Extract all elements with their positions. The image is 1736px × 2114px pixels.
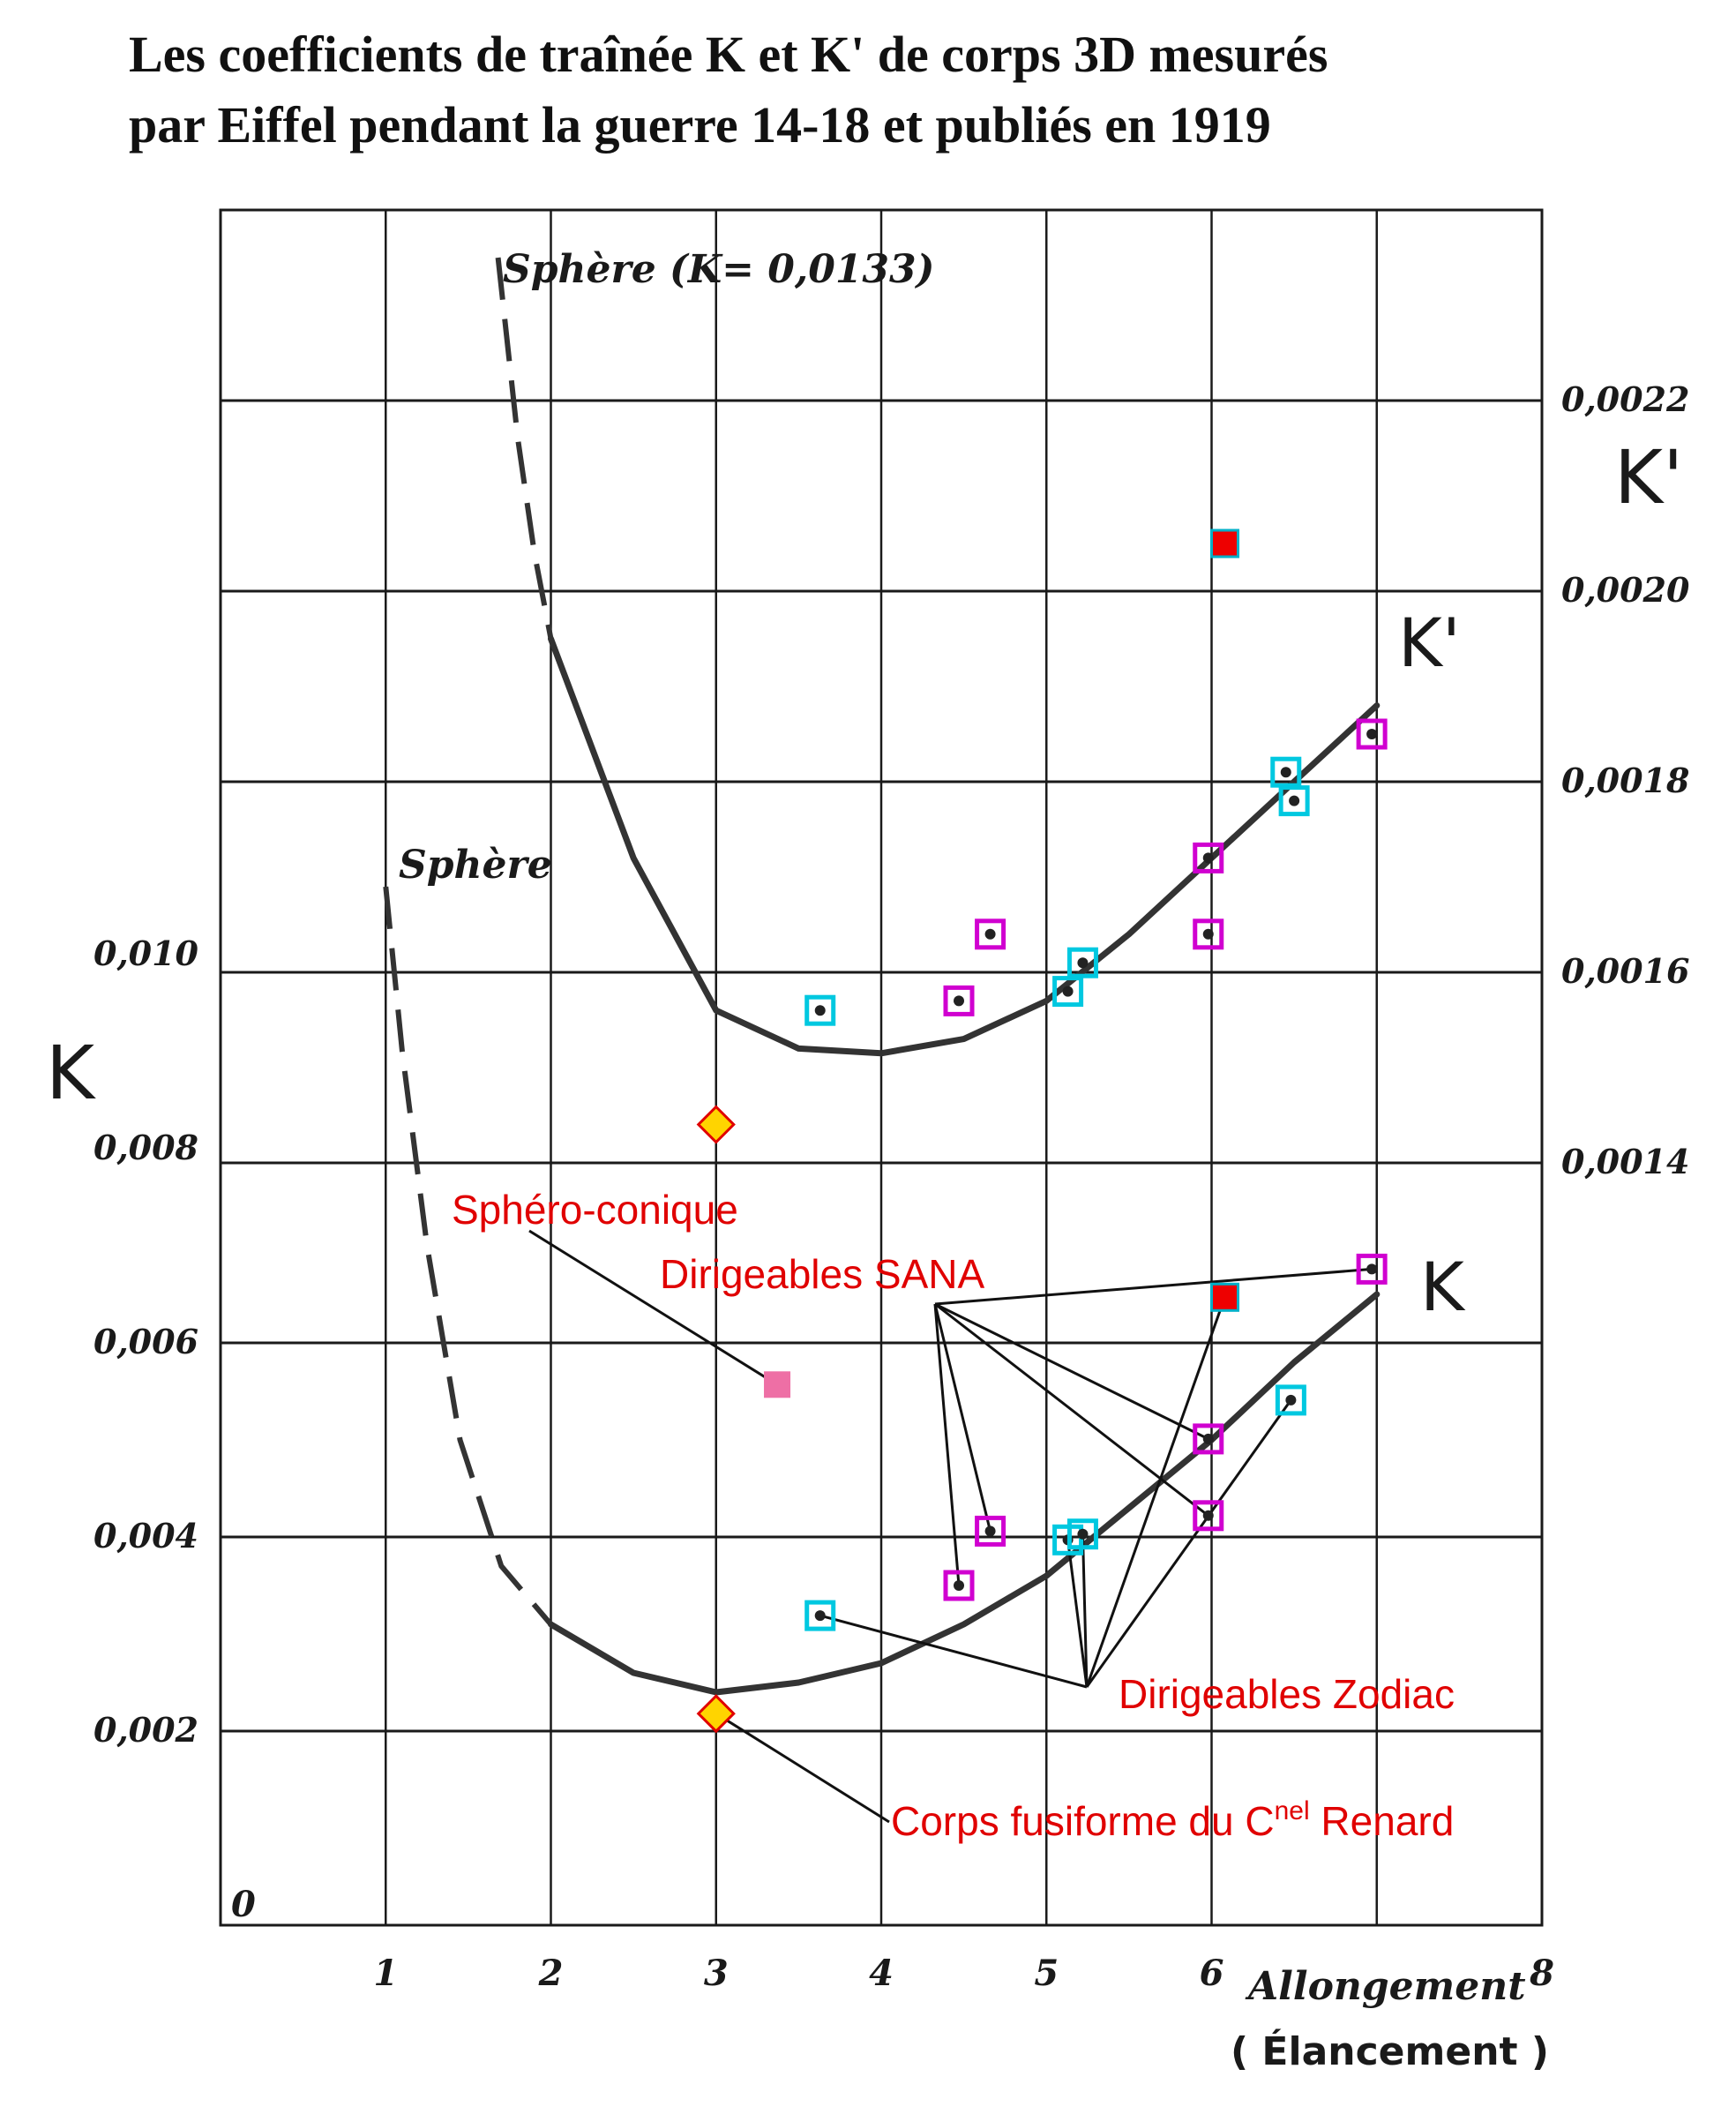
x-axis-ticks: 1 2 3 4 5 6 8 [373,1953,1554,1994]
kprime-curve-label: K' [1398,603,1461,682]
curves [383,257,1381,1696]
marker-dot [1202,852,1214,864]
x-tick-label: 2 [538,1953,564,1994]
leader-lines [528,1229,1373,1824]
y-left-tick-label: 0,010 [94,933,199,973]
leader-line-sana [933,1303,961,1586]
marker-square-outline [804,1600,836,1631]
leader-line-zodiac [1085,1399,1292,1688]
x-tick-label: 6 [1200,1953,1224,1994]
marker-square-outline [1066,947,1098,978]
marker-dot [954,995,965,1007]
renard-annotation-sup: nel [1275,1796,1310,1825]
spheroconique-annotation: Sphéro-conique [452,1187,738,1233]
y-left-tick-label: 0,002 [94,1710,198,1750]
x-axis-label: Allongement [1245,1964,1526,2009]
title-line-1: Les coefficients de traînée K et K' de c… [129,26,1328,83]
leader-line-sana [934,1302,1209,1441]
marker-square-outline [1275,1384,1306,1416]
marker-square-outline [1193,1423,1224,1455]
leader-line-sana [934,1267,1373,1306]
marker-dot [1077,957,1089,969]
marker-square-outline [975,1515,1006,1547]
marker-square-outline [1356,1253,1388,1285]
leader-line-zodiac [1066,1540,1089,1688]
marker-dot [1280,767,1291,778]
marker-square-outline [943,1570,975,1601]
marker-dot [1062,986,1074,997]
marker-dot [1285,1394,1297,1406]
plot-grid [219,208,1544,1927]
marker-dot [984,928,996,940]
leader-line-renard [715,1712,890,1824]
marker-square-outline [1278,785,1310,817]
sana-annotation: Dirigeables SANA [660,1251,984,1297]
marker-square-outline [943,985,975,1016]
markers [696,528,1388,1734]
y-axis-right-ticks: 0,0014 0,0016 0,0018 0,0020 0,0022 [1561,379,1690,1181]
curve-k-dashed [383,886,553,1626]
marker-dot [814,1610,826,1622]
marker-square-outline [1193,842,1224,873]
marker-filled-square [1209,1282,1239,1312]
curve-kprime-solid [548,635,1381,1057]
marker-filled-square [1209,528,1239,558]
marker-dot [1202,1433,1214,1444]
zodiac-annotation: Dirigeables Zodiac [1119,1671,1455,1717]
marker-diamond [696,1105,736,1144]
marker-dot [1077,1528,1089,1540]
leader-line-zodiac [1081,1533,1089,1688]
x-tick-label: 4 [869,1953,894,1994]
y-left-tick-label: 0,008 [94,1128,198,1167]
sphere-k-annotation: Sphère [399,843,552,888]
leader-line-spheroconique [528,1229,778,1386]
x-tick-label: 8 [1529,1953,1554,1994]
y-right-tick-label: 0,0016 [1561,951,1689,991]
marker-dot [1366,1263,1378,1275]
renard-annotation: Corps fusiforme du Cnel Renard [891,1796,1454,1844]
y-axis-left-ticks: 0,002 0,004 0,006 0,008 0,010 [94,933,199,1750]
y-right-tick-label: 0,0020 [1561,570,1690,610]
leader-line-sana [934,1302,1209,1517]
x-tick-label: 3 [704,1953,729,1994]
marker-dot [1366,729,1378,739]
sphere-kprime-annotation: Sphère (K= 0,0133) [503,247,934,292]
marker-square-outline [975,918,1006,950]
y-left-tick-label: 0,006 [94,1322,198,1361]
marker-dot [1202,928,1214,940]
leader-line-zodiac [819,1614,1088,1689]
marker-dot [1289,795,1300,806]
chart-title: Les coefficients de traînée K et K' de c… [129,19,1681,161]
marker-diamond [696,1694,736,1734]
x-axis-sublabel: ( Élancement ) [1231,2028,1549,2074]
curve-k-solid [548,1291,1381,1696]
title-line-2: par Eiffel pendant la guerre 14-18 et pu… [129,96,1271,154]
y-axis-left-label: K [46,1030,96,1116]
x-tick-label: 5 [1034,1953,1059,1994]
y-right-tick-label: 0,0014 [1561,1142,1689,1181]
y-right-tick-label: 0,0022 [1561,379,1689,419]
marker-square-outline [1193,1500,1224,1532]
origin-label: 0 [231,1884,256,1925]
curve-kprime-dashed [495,257,554,640]
marker-dot [984,1526,996,1537]
x-tick-label: 1 [373,1953,398,1994]
marker-square-outline [1356,718,1388,750]
marker-dot [954,1580,965,1591]
y-axis-right-label: K' [1614,434,1683,521]
y-right-tick-label: 0,0018 [1561,761,1689,800]
marker-square-outline [1066,1518,1098,1550]
marker-square-outline [1193,918,1224,950]
renard-annotation-main: Corps fusiforme du C [891,1798,1275,1844]
y-left-tick-label: 0,004 [94,1516,198,1556]
k-curve-label: K [1420,1248,1466,1326]
marker-dot [814,1005,826,1016]
marker-dot [1202,1510,1214,1521]
marker-filled-square [764,1371,791,1398]
leader-line-zodiac [1085,1296,1226,1688]
leader-line-sana [933,1303,992,1532]
marker-square-outline [804,994,836,1026]
renard-annotation-end: Renard [1310,1798,1455,1844]
